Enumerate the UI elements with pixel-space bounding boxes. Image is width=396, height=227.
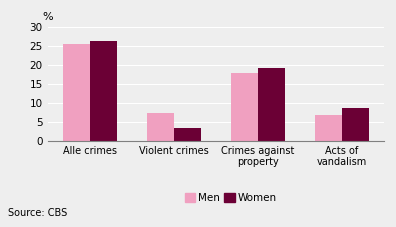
Bar: [342, 108, 369, 141]
Bar: [147, 113, 174, 141]
Bar: [63, 44, 90, 141]
Bar: [315, 115, 342, 141]
Text: %: %: [42, 12, 53, 22]
Text: Source: CBS: Source: CBS: [8, 208, 67, 218]
Bar: [258, 68, 285, 141]
Bar: [231, 73, 258, 141]
Bar: [90, 41, 117, 141]
Legend: Men, Women: Men, Women: [181, 189, 281, 207]
Bar: [174, 128, 201, 141]
